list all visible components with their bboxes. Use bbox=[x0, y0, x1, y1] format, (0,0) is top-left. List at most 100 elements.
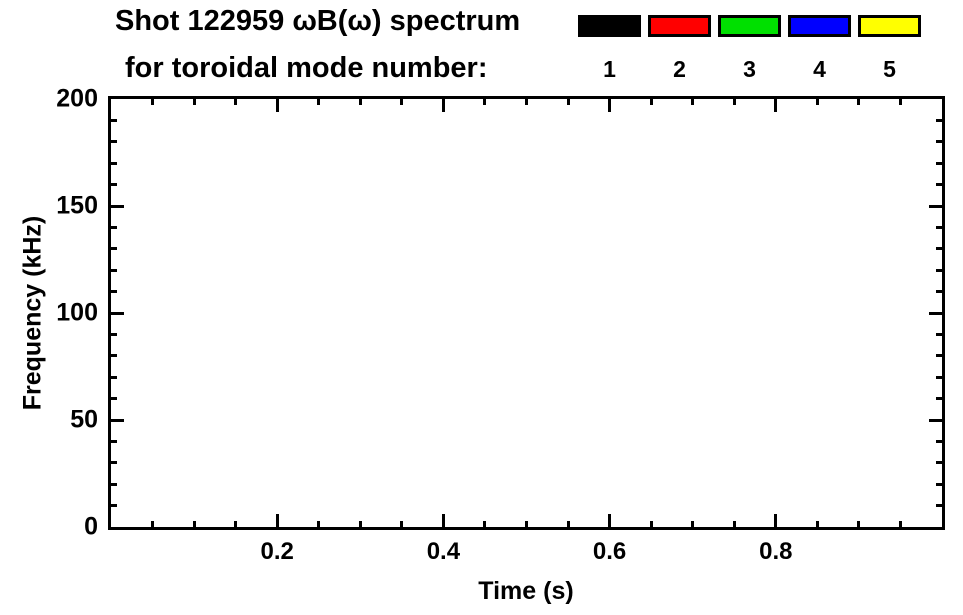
legend-label-1: 1 bbox=[603, 56, 616, 82]
axis-tick bbox=[525, 521, 528, 527]
axis-tick bbox=[566, 521, 570, 527]
axis-tick bbox=[111, 504, 117, 508]
axis-tick bbox=[936, 225, 942, 229]
axis-tick bbox=[936, 183, 942, 187]
axis-tick bbox=[608, 514, 612, 527]
axis-tick bbox=[111, 247, 117, 251]
axis-tick bbox=[936, 247, 942, 251]
axis-tick bbox=[732, 521, 736, 527]
axis-tick bbox=[936, 439, 942, 443]
axis-tick bbox=[857, 99, 861, 105]
y-tick-label: 200 bbox=[56, 84, 98, 113]
axis-tick bbox=[936, 397, 942, 401]
legend-swatch-1 bbox=[578, 15, 641, 37]
axis-tick bbox=[111, 268, 117, 272]
x-tick-label: 0.6 bbox=[592, 538, 627, 565]
x-tick-label: 0.2 bbox=[260, 538, 294, 565]
legend-swatches bbox=[578, 15, 921, 37]
plot-area bbox=[108, 96, 945, 530]
axis-tick bbox=[936, 375, 942, 379]
axis-tick bbox=[275, 514, 279, 527]
axis-tick bbox=[111, 461, 117, 465]
y-tick-label: 100 bbox=[56, 298, 98, 327]
legend-label-5: 5 bbox=[883, 56, 896, 82]
axis-tick bbox=[936, 504, 942, 508]
axis-tick bbox=[525, 99, 528, 105]
axis-tick bbox=[358, 99, 362, 105]
x-tick-label: 0.8 bbox=[759, 538, 793, 565]
axis-tick bbox=[111, 439, 117, 443]
y-tick-label: 0 bbox=[84, 512, 98, 541]
legend-label-3: 3 bbox=[743, 56, 756, 82]
x-tick-label: 0.4 bbox=[426, 538, 461, 565]
legend-labels: 1 2 3 4 5 bbox=[578, 56, 921, 83]
axis-tick bbox=[111, 418, 124, 422]
axis-tick bbox=[111, 183, 117, 187]
axis-tick bbox=[317, 521, 321, 527]
axis-tick bbox=[691, 521, 695, 527]
axis-tick bbox=[649, 99, 653, 105]
axis-tick bbox=[111, 118, 117, 122]
axis-tick bbox=[111, 311, 124, 315]
axis-tick bbox=[608, 99, 612, 112]
axis-tick bbox=[815, 521, 819, 527]
axis-tick bbox=[441, 514, 445, 527]
axis-tick bbox=[441, 99, 445, 112]
axis-tick bbox=[358, 521, 362, 527]
axis-tick bbox=[936, 118, 942, 122]
axis-tick bbox=[111, 290, 117, 294]
axis-tick bbox=[483, 99, 487, 105]
axis-tick bbox=[111, 161, 117, 165]
axis-tick bbox=[111, 225, 117, 229]
axis-tick bbox=[936, 290, 942, 294]
axis-tick bbox=[111, 397, 117, 401]
axis-tick bbox=[936, 161, 942, 165]
chart-subtitle: for toroidal mode number: bbox=[125, 52, 488, 84]
axis-tick bbox=[774, 99, 778, 112]
axis-tick bbox=[774, 514, 778, 527]
axis-tick bbox=[234, 521, 238, 527]
axis-tick bbox=[111, 482, 117, 486]
axis-tick bbox=[192, 99, 196, 105]
axis-tick bbox=[691, 99, 695, 105]
y-tick-label: 50 bbox=[70, 405, 98, 434]
axis-tick bbox=[400, 99, 404, 105]
axis-tick bbox=[111, 375, 117, 379]
axis-tick bbox=[400, 521, 404, 527]
chart-title: Shot 122959 ωB(ω) spectrum bbox=[115, 5, 521, 37]
axis-tick bbox=[857, 521, 861, 527]
axis-tick bbox=[898, 99, 902, 105]
axis-tick bbox=[111, 204, 124, 208]
axis-tick bbox=[929, 204, 942, 208]
axis-tick bbox=[936, 140, 942, 144]
axis-tick bbox=[192, 521, 196, 527]
y-axis-title: Frequency (kHz) bbox=[18, 215, 47, 411]
axis-tick bbox=[815, 99, 819, 105]
y-tick-label: 150 bbox=[56, 191, 98, 220]
axis-tick bbox=[111, 332, 117, 336]
axis-tick bbox=[936, 268, 942, 272]
legend-swatch-2 bbox=[648, 15, 711, 37]
axis-tick bbox=[566, 99, 570, 105]
axis-tick bbox=[936, 332, 942, 336]
axis-tick bbox=[111, 140, 117, 144]
axis-tick bbox=[936, 354, 942, 358]
axis-tick bbox=[151, 521, 155, 527]
legend-label-4: 4 bbox=[813, 56, 826, 82]
axis-tick bbox=[732, 99, 736, 105]
axis-tick bbox=[275, 99, 279, 112]
legend-swatch-5 bbox=[858, 15, 921, 37]
axis-tick bbox=[649, 521, 653, 527]
axis-tick bbox=[936, 482, 942, 486]
axis-tick bbox=[929, 311, 942, 315]
axis-tick bbox=[151, 99, 155, 105]
legend-label-2: 2 bbox=[673, 56, 686, 82]
axis-tick bbox=[936, 461, 942, 465]
axis-tick bbox=[317, 99, 321, 105]
axis-tick bbox=[898, 521, 902, 527]
axis-tick bbox=[234, 99, 238, 105]
axis-tick bbox=[111, 354, 117, 358]
axis-tick bbox=[929, 418, 942, 422]
x-axis-title: Time (s) bbox=[478, 577, 574, 605]
